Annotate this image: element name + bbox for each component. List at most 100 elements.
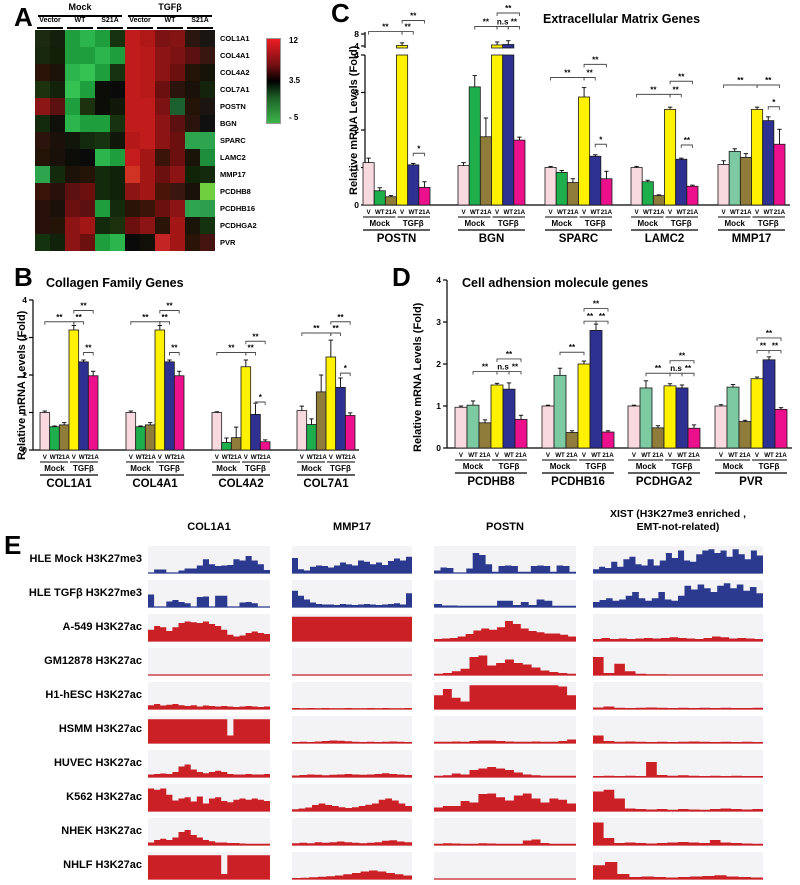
heatmap-cell — [110, 234, 125, 251]
track-signal-svg — [434, 599, 576, 608]
y-axis-tick-label: 2 — [436, 359, 441, 369]
track-row-label: NHEK H3K27ac — [61, 825, 142, 837]
heatmap-row — [35, 234, 215, 251]
track-signal-svg — [148, 621, 270, 642]
heatmap-cell — [80, 132, 95, 149]
significance-bracket — [508, 371, 522, 375]
condition-tick-label: 21A — [385, 209, 397, 216]
chipseq-track — [593, 682, 763, 710]
significance-bracket — [496, 12, 520, 16]
heatmap-gene-label: COL7A1 — [220, 85, 250, 94]
track-signal-profile — [148, 621, 270, 641]
significance-bracket — [73, 321, 84, 325]
bar — [544, 167, 557, 206]
condition-tick-label: V — [244, 454, 249, 461]
bar — [49, 426, 60, 451]
condition-tick-label: WT — [730, 209, 740, 216]
condition-tick-label: V — [129, 454, 134, 461]
track-signal-svg — [593, 549, 763, 574]
colorbar-mid-label: 3.5 — [289, 76, 301, 85]
track-row-label: A-549 H3K27ac — [62, 621, 143, 633]
condition-tick-label: WT — [79, 454, 89, 461]
heatmap-cell — [65, 47, 80, 64]
heatmap-cell — [140, 98, 155, 115]
bar — [663, 385, 677, 449]
track-signal-svg — [434, 739, 576, 744]
heatmap-cell — [110, 200, 125, 217]
significance-bracket — [245, 352, 256, 356]
heatmap-cell — [65, 132, 80, 149]
heatmap-cell — [200, 166, 215, 183]
treatment-label-mock: Mock — [725, 219, 746, 228]
bar — [751, 108, 764, 206]
track-signal-profile — [292, 740, 412, 743]
condition-tick-label: V — [495, 209, 500, 216]
bar — [373, 190, 386, 206]
significance-label: ** — [410, 12, 417, 21]
track-row-label: HLE TGFβ H3K27me3 — [28, 587, 142, 599]
condition-tick-label: 21A — [230, 454, 242, 461]
heatmap-cell — [155, 81, 170, 98]
bar — [125, 412, 137, 451]
chipseq-track — [148, 750, 270, 778]
heatmap-cell — [140, 217, 155, 234]
chipseq-track — [148, 648, 270, 676]
bar — [601, 431, 615, 449]
significance-label: ** — [679, 352, 686, 361]
heatmap-cell — [200, 98, 215, 115]
heatmap-col-underline — [67, 27, 93, 29]
heatmap-gene-label: BGN — [220, 119, 237, 128]
heatmap-cell — [200, 30, 215, 47]
significance-label: * — [259, 393, 263, 402]
bar — [762, 120, 775, 206]
significance-label: ** — [593, 300, 600, 309]
bar — [39, 412, 51, 451]
panel-a-label: A — [14, 2, 33, 32]
heatmap-cell — [125, 98, 140, 115]
condition-tick-label: WT — [677, 452, 687, 459]
significance-bracket — [595, 320, 609, 325]
track-signal-svg — [593, 789, 763, 812]
significance-label: ** — [678, 72, 685, 81]
condition-tick-label: WT — [136, 454, 146, 461]
heatmap-cell — [35, 98, 50, 115]
heatmap-cell — [80, 183, 95, 200]
treatment-label-mock: Mock — [465, 219, 486, 228]
bar — [135, 426, 146, 451]
track-signal-profile — [593, 762, 763, 777]
chipseq-track — [292, 716, 412, 744]
heatmap-gene-label: COL4A1 — [220, 51, 250, 60]
heatmap-group-underline — [128, 15, 212, 17]
heatmap-cell — [50, 183, 65, 200]
heatmap-cell — [155, 166, 170, 183]
track-signal-profile — [434, 793, 576, 811]
treatment-label-mock: Mock — [44, 464, 65, 473]
condition-tick-label: V — [668, 209, 673, 216]
track-signal-svg — [148, 594, 270, 608]
heatmap-cell — [50, 98, 65, 115]
condition-tick-label: V — [300, 454, 305, 461]
heatmap-cell — [50, 234, 65, 251]
significance-label: ** — [333, 324, 340, 333]
chipseq-track — [593, 750, 763, 778]
bar — [250, 413, 261, 451]
track-signal-svg — [434, 621, 576, 642]
bar-upper-segment — [396, 45, 409, 49]
heatmap-cell — [140, 47, 155, 64]
track-signal-profile — [292, 870, 412, 879]
heatmap-group-underline — [38, 15, 122, 17]
heatmap-cell — [125, 234, 140, 251]
significance-bracket — [550, 77, 585, 81]
significance-bracket — [340, 372, 351, 377]
heatmap-cell — [50, 166, 65, 183]
condition-tick-label: V — [400, 209, 405, 216]
track-signal-profile — [292, 773, 412, 777]
significance-label: n.s — [670, 364, 682, 373]
treatment-label-mock: Mock — [636, 462, 657, 471]
bar — [221, 442, 232, 451]
y-axis-tick-label: 2 — [354, 125, 359, 135]
condition-tick-label: V — [755, 209, 760, 216]
track-signal-profile — [434, 621, 576, 641]
heatmap-col-header: WT — [74, 17, 86, 24]
